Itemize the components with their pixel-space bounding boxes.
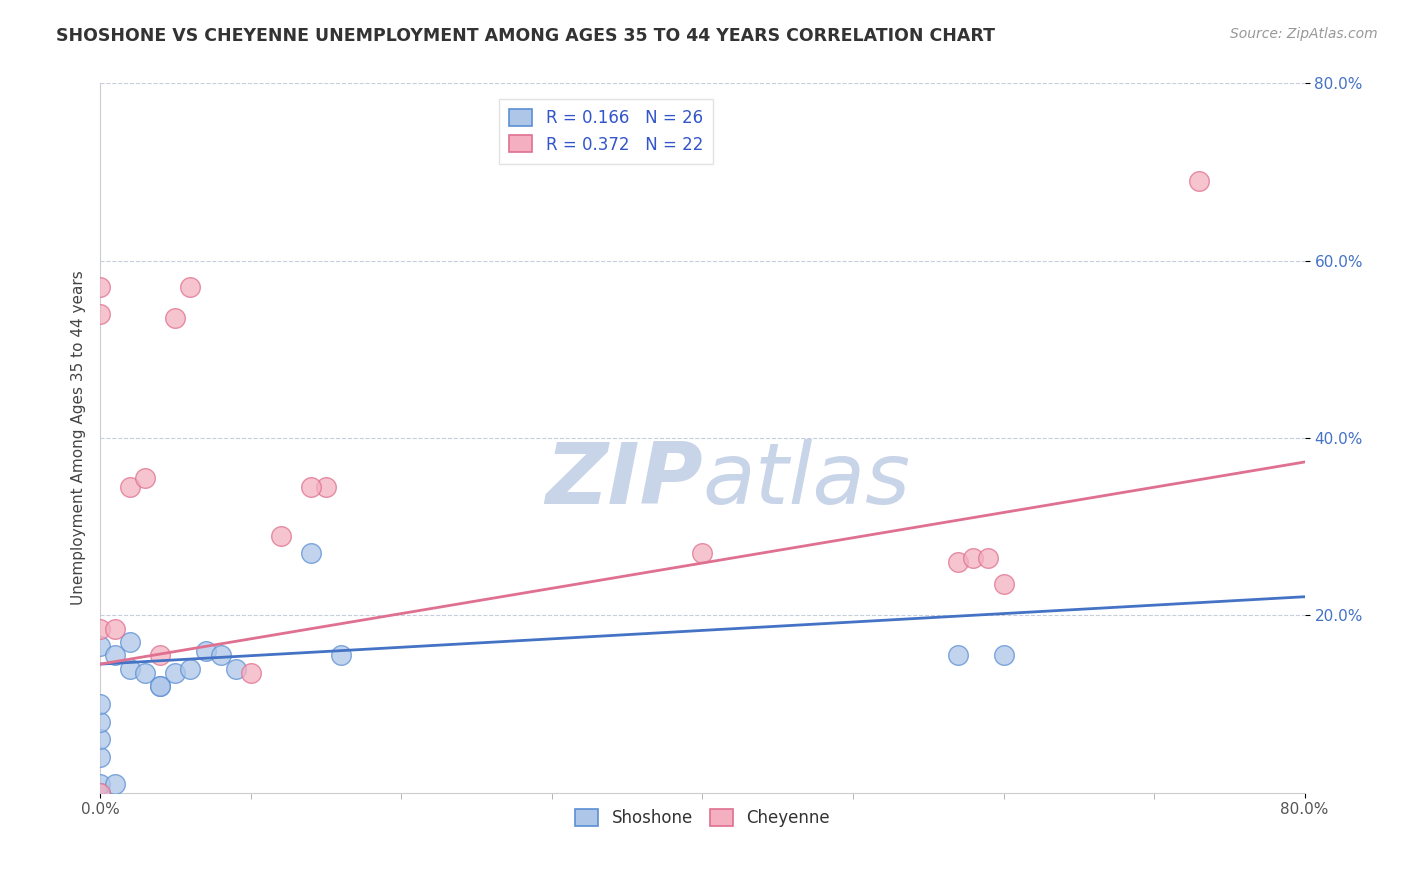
Point <box>89 280 111 294</box>
Point <box>692 546 714 560</box>
Point <box>315 480 337 494</box>
Point <box>89 750 111 764</box>
Point <box>225 661 247 675</box>
Point <box>89 622 111 636</box>
Point <box>239 665 262 680</box>
Point <box>89 307 111 321</box>
Point <box>149 679 172 693</box>
Point <box>134 665 156 680</box>
Point <box>330 648 353 663</box>
Point <box>179 280 201 294</box>
Point <box>993 577 1015 591</box>
Text: Source: ZipAtlas.com: Source: ZipAtlas.com <box>1230 27 1378 41</box>
Point <box>89 786 111 800</box>
Point <box>134 471 156 485</box>
Point <box>165 665 187 680</box>
Point <box>89 777 111 791</box>
Point <box>89 640 111 654</box>
Point <box>209 648 232 663</box>
Point <box>149 679 172 693</box>
Point <box>948 648 970 663</box>
Text: ZIP: ZIP <box>544 439 703 522</box>
Point <box>89 786 111 800</box>
Point <box>948 555 970 569</box>
Point <box>89 732 111 747</box>
Point <box>89 786 111 800</box>
Point <box>299 480 322 494</box>
Point <box>270 528 292 542</box>
Point <box>149 648 172 663</box>
Point <box>299 546 322 560</box>
Point <box>977 550 1000 565</box>
Text: atlas: atlas <box>703 439 911 522</box>
Point <box>120 661 142 675</box>
Point <box>104 777 127 791</box>
Point <box>89 697 111 711</box>
Point <box>962 550 984 565</box>
Point <box>89 714 111 729</box>
Legend: Shoshone, Cheyenne: Shoshone, Cheyenne <box>568 803 837 834</box>
Point <box>1188 174 1211 188</box>
Point <box>89 786 111 800</box>
Point <box>120 635 142 649</box>
Text: SHOSHONE VS CHEYENNE UNEMPLOYMENT AMONG AGES 35 TO 44 YEARS CORRELATION CHART: SHOSHONE VS CHEYENNE UNEMPLOYMENT AMONG … <box>56 27 995 45</box>
Point <box>179 661 201 675</box>
Y-axis label: Unemployment Among Ages 35 to 44 years: Unemployment Among Ages 35 to 44 years <box>72 270 86 606</box>
Point <box>120 480 142 494</box>
Point <box>104 648 127 663</box>
Point <box>104 622 127 636</box>
Point <box>194 644 217 658</box>
Point <box>165 311 187 326</box>
Point <box>993 648 1015 663</box>
